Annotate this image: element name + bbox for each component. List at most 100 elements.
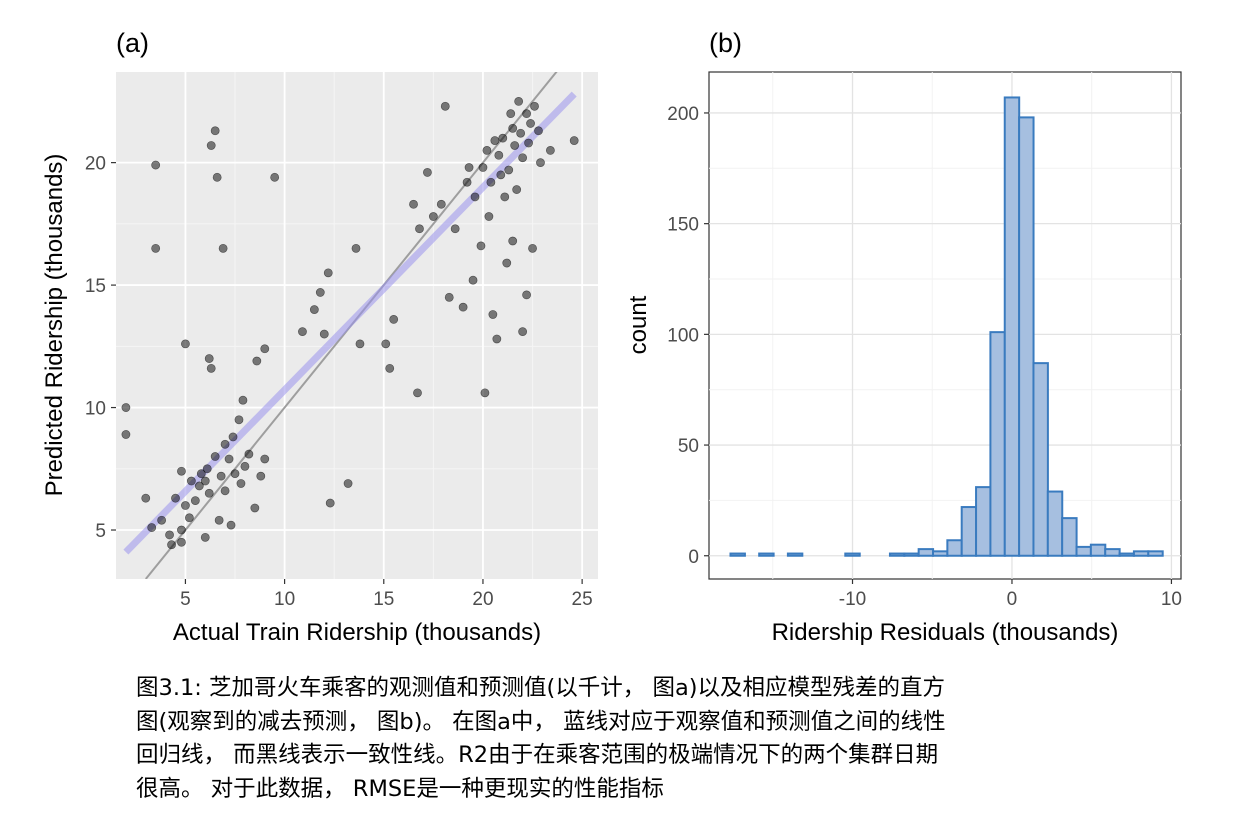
histogram-bar	[1061, 517, 1078, 557]
data-point	[498, 133, 508, 143]
data-point	[190, 496, 200, 506]
histogram-bar	[1147, 550, 1164, 557]
data-point	[260, 454, 270, 464]
data-point	[315, 288, 325, 297]
histogram-bar	[1089, 543, 1107, 557]
y-tick-label: 0	[688, 547, 699, 568]
x-tick-label: 15	[373, 589, 394, 610]
data-point	[206, 363, 216, 373]
scatter-plot-area	[121, 72, 579, 579]
x-tick-label: 0	[1007, 589, 1018, 610]
y-tick-label: 200	[667, 104, 699, 125]
histogram-bar	[917, 548, 935, 557]
histogram-bar	[1104, 548, 1121, 557]
data-point	[496, 170, 506, 180]
histogram-bar	[1075, 545, 1092, 557]
data-point	[121, 403, 131, 412]
histogram-bar	[946, 539, 963, 557]
data-point	[490, 136, 500, 145]
data-point	[244, 449, 254, 459]
x-tick-label: 10	[274, 589, 295, 610]
data-point	[309, 305, 319, 314]
caption-line: 图(观察到的减去预测， 图b)。 在图a中， 蓝线对应于观察值和预测值之间的线性	[136, 708, 946, 735]
data-point	[234, 415, 244, 425]
data-point	[409, 199, 418, 209]
data-point	[325, 498, 335, 508]
data-point	[389, 314, 399, 324]
histogram-bar	[888, 552, 906, 557]
y-tick-label: 150	[667, 215, 699, 236]
data-point	[194, 481, 204, 491]
data-point	[385, 363, 395, 373]
data-point	[186, 476, 196, 486]
histogram-plot-frame	[708, 71, 1182, 580]
data-point	[343, 479, 353, 488]
histogram-bar	[960, 506, 978, 557]
data-point	[256, 471, 266, 481]
histogram-bar	[932, 550, 949, 557]
data-point	[177, 537, 186, 547]
data-point	[141, 493, 151, 503]
data-point	[226, 520, 236, 530]
data-point	[534, 126, 543, 136]
data-point	[218, 243, 228, 253]
data-point	[480, 388, 490, 398]
data-point	[228, 432, 238, 442]
data-point	[484, 212, 494, 221]
data-point	[151, 160, 161, 170]
histogram-bar	[786, 552, 804, 557]
data-point	[518, 327, 528, 337]
y-tick-label: 15	[85, 276, 106, 297]
data-point	[514, 96, 524, 106]
data-point	[500, 192, 510, 202]
data-point	[177, 525, 186, 535]
data-point	[230, 469, 240, 479]
data-point	[522, 290, 531, 300]
data-point	[502, 258, 512, 268]
histogram-bar	[729, 552, 746, 557]
data-point	[528, 243, 537, 253]
data-point	[468, 275, 478, 285]
data-point	[413, 388, 422, 398]
data-point	[569, 136, 579, 145]
caption-line: 很高。 对于此数据， RMSE是一种更现实的性能指标	[136, 775, 664, 802]
data-point	[355, 339, 365, 349]
y-tick-label: 20	[85, 154, 106, 175]
data-point	[494, 150, 504, 160]
x-tick-label: 10	[1161, 589, 1182, 610]
histogram-bar	[1046, 490, 1064, 557]
data-point	[450, 224, 460, 234]
histogram-bar	[1132, 550, 1150, 557]
data-point	[526, 119, 535, 128]
data-point	[536, 158, 545, 168]
histogram-bars	[729, 96, 1164, 557]
data-point	[436, 199, 446, 209]
data-point	[212, 172, 222, 182]
scatter-y-axis-title: Predicted Ridership (thousands)	[41, 154, 68, 497]
histogram-bar	[989, 331, 1006, 557]
data-point	[464, 163, 474, 172]
data-point	[177, 466, 186, 476]
histogram-bar	[844, 552, 861, 557]
data-point	[147, 523, 157, 532]
data-point	[214, 515, 224, 525]
data-point	[270, 172, 280, 182]
data-point	[250, 503, 260, 513]
data-point	[200, 532, 210, 542]
data-point	[171, 493, 180, 503]
data-point	[545, 145, 555, 155]
data-point	[298, 327, 307, 337]
histogram-bar	[758, 552, 775, 557]
data-point	[236, 479, 246, 488]
y-tick-label: 100	[667, 325, 699, 346]
histogram-bar	[1003, 96, 1021, 557]
x-tick-label: -10	[839, 589, 866, 610]
data-point	[423, 168, 432, 177]
data-point	[381, 339, 391, 349]
figure-caption: 图3.1: 芝加哥火车乘客的观测值和预测值(以千计， 图a)以及相应模型残差的直…	[136, 672, 1176, 806]
data-point	[478, 163, 488, 172]
scatter-points	[121, 96, 579, 550]
data-point	[204, 488, 214, 498]
caption-line: 图3.1: 芝加哥火车乘客的观测值和预测值(以千计， 图a)以及相应模型残差的直…	[136, 675, 946, 701]
